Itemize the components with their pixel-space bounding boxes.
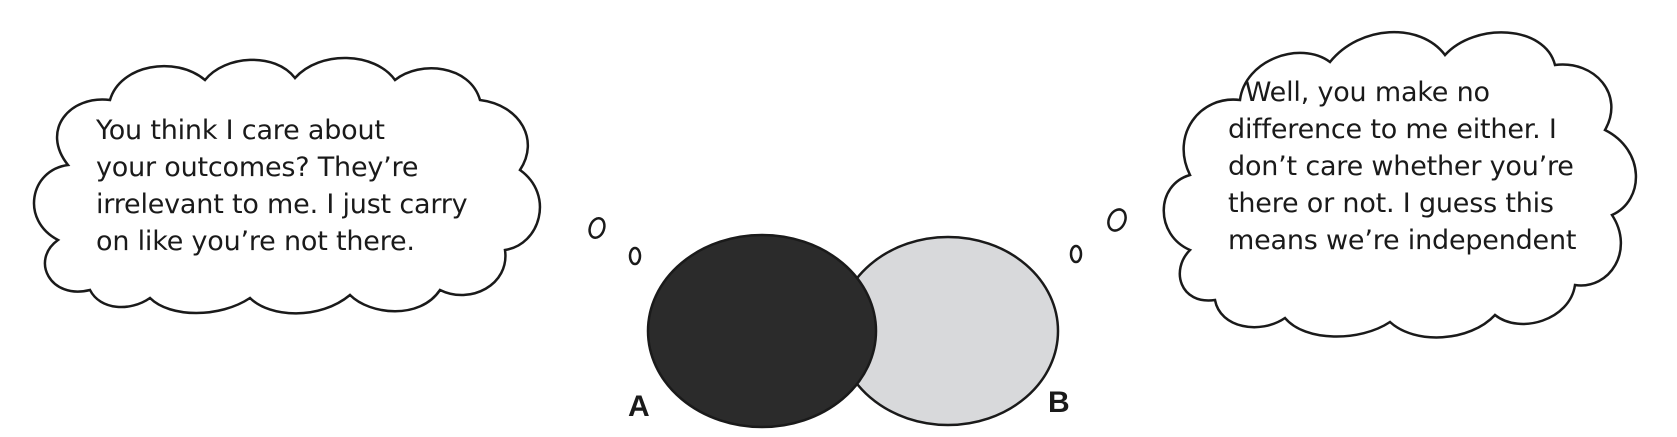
set-a-label: A xyxy=(628,390,650,423)
thought-a-line: on like you’re not there. xyxy=(96,226,415,257)
thought-b-line: means we’re independent xyxy=(1228,225,1577,256)
thought-dot-b-small xyxy=(1069,244,1083,264)
thought-b-line: don’t care whether you’re xyxy=(1228,151,1574,182)
thought-a-line: irrelevant to me. I just carry xyxy=(96,189,468,220)
set-a-ellipse xyxy=(646,233,878,429)
thought-text-b: Well, you make no difference to me eithe… xyxy=(1228,74,1576,259)
thought-cloud-b xyxy=(1162,30,1638,339)
thought-dot-a-small xyxy=(628,246,642,266)
thought-dot-a-large xyxy=(588,217,606,239)
thought-b-line: difference to me either. I xyxy=(1228,114,1557,145)
thought-b-line: there or not. I guess this xyxy=(1228,188,1554,219)
thought-cloud-a xyxy=(32,56,542,315)
thought-dot-b-large xyxy=(1107,208,1127,232)
thought-text-a: You think I care about your outcomes? Th… xyxy=(96,112,468,260)
thought-a-line: You think I care about xyxy=(96,115,385,146)
thought-a-line: your outcomes? They’re xyxy=(96,152,419,183)
set-b-label: B xyxy=(1048,386,1070,419)
thought-b-line: Well, you make no xyxy=(1228,77,1490,108)
